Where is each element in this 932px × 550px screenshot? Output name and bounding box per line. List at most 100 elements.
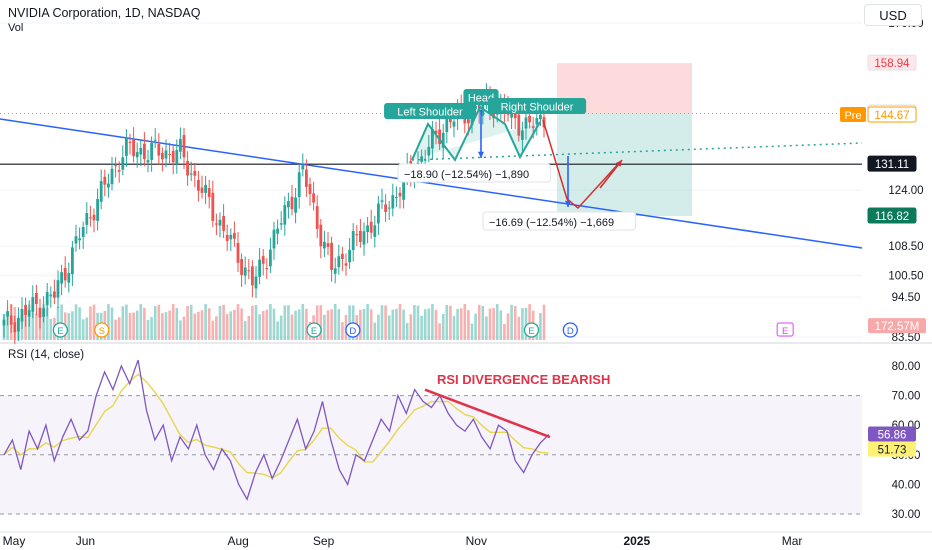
candle-body: [225, 234, 229, 241]
candle-body: [71, 247, 74, 275]
candle-body: [517, 114, 521, 136]
volume-bar: [348, 305, 351, 340]
candle-body: [67, 272, 71, 283]
rsi-title: RSI (14, close): [8, 349, 84, 361]
candle-body: [243, 267, 247, 276]
volume-bar: [402, 309, 405, 340]
candle-body: [139, 148, 143, 155]
candle-body: [114, 165, 117, 167]
candle-body: [377, 203, 380, 224]
measurement-label: −16.69 (−12.54%) −1,669: [489, 217, 614, 229]
volume-bar: [387, 315, 391, 340]
volume-bar: [423, 309, 427, 340]
volume-bar: [207, 308, 211, 340]
volume-bar: [175, 308, 179, 340]
volume-bar: [405, 322, 409, 340]
candle-body: [351, 231, 355, 251]
candle-body: [359, 230, 362, 242]
candle-body: [539, 114, 542, 120]
volume-bar: [265, 309, 269, 340]
candle-body: [330, 242, 333, 270]
volume-bar: [441, 313, 445, 340]
currency-button[interactable]: USD: [864, 4, 922, 26]
time-axis-tick: May: [3, 534, 26, 548]
candle-body: [369, 221, 373, 233]
volume-bar: [539, 313, 542, 340]
volume-bar: [492, 308, 495, 340]
volume-bar: [146, 320, 150, 340]
volume-bar: [297, 309, 301, 340]
volume-bar: [20, 318, 24, 340]
price-axis-tick: 108.50: [888, 241, 923, 253]
volume-bar: [71, 311, 74, 340]
candle-body: [420, 156, 423, 162]
volume-bar: [157, 304, 161, 340]
event-marker-label: E: [311, 326, 317, 337]
candle-body: [312, 193, 315, 203]
candle-body: [323, 241, 326, 249]
volume-bar: [261, 311, 265, 340]
volume-bar: [161, 313, 164, 340]
volume-bar: [413, 305, 416, 340]
volume-bar: [369, 309, 373, 340]
candle-body: [96, 198, 99, 221]
volume-bar: [517, 316, 521, 340]
volume-bar: [150, 316, 153, 340]
candle-body: [319, 224, 323, 247]
rsi-axis-tick: 40.00: [892, 479, 921, 491]
volume-bar: [215, 316, 218, 340]
volume-bar: [528, 304, 531, 340]
candle-body: [200, 187, 204, 193]
pattern-label-box: [384, 103, 476, 119]
volume-bar: [452, 316, 456, 340]
volume-bar: [542, 304, 546, 340]
candle-body: [315, 206, 319, 229]
candle-body: [240, 259, 243, 275]
volume-legend: Vol: [8, 22, 24, 34]
candle-body: [45, 291, 49, 306]
volume-bar: [416, 305, 420, 340]
candle-body: [441, 132, 445, 148]
measurement-box: [482, 211, 637, 231]
candle-body: [276, 228, 279, 234]
volume-bar: [189, 304, 193, 340]
candle-body: [85, 213, 89, 225]
volume-bar: [485, 316, 488, 340]
event-marker: [345, 322, 361, 338]
volume-bar: [121, 306, 125, 340]
candle-body: [398, 192, 402, 197]
volume-bar: [305, 308, 308, 340]
volume-bar: [315, 305, 319, 340]
candle-body: [247, 270, 251, 272]
candle-body: [341, 253, 344, 260]
candle-body: [78, 238, 81, 241]
candle-body: [233, 232, 236, 239]
volume-bar: [330, 309, 333, 340]
candle-body: [434, 130, 438, 134]
candle-body: [150, 142, 153, 160]
time-axis-tick: Sep: [313, 534, 335, 548]
candle-body: [189, 173, 193, 175]
candle-body: [186, 161, 189, 176]
volume-bar: [193, 313, 197, 340]
volume-bar: [503, 324, 506, 340]
candle-body: [81, 227, 85, 237]
volume-bar: [398, 304, 402, 340]
candle-body: [373, 225, 377, 237]
candle-body: [35, 293, 38, 305]
volume-bar: [366, 304, 369, 340]
candle-body: [254, 276, 258, 289]
rsi-axis-tick: 70.00: [892, 391, 921, 403]
candle-body: [92, 214, 96, 221]
volume-bar: [143, 307, 146, 340]
projected-path-arrow-head: [615, 160, 622, 167]
volume-bar: [243, 321, 247, 340]
candle-body: [531, 126, 535, 128]
volume-bar: [110, 307, 114, 340]
event-marker: [776, 322, 794, 337]
volume-bar: [319, 305, 323, 340]
volume-bar: [35, 313, 38, 340]
price-axis-tick: 100.50: [888, 270, 923, 282]
